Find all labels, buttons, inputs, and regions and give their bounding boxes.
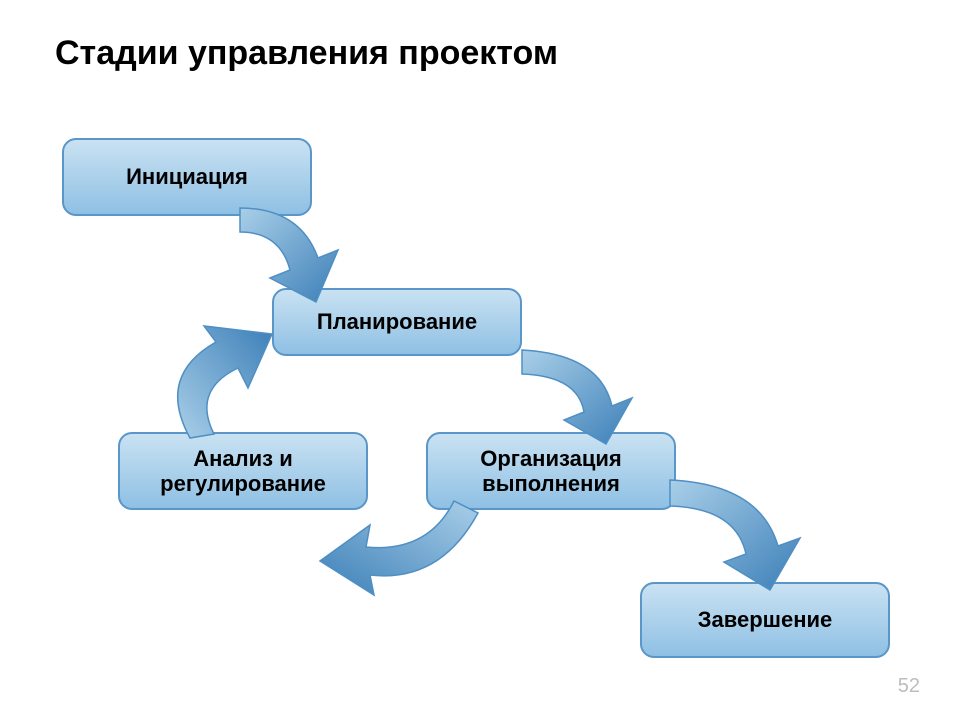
arrow-organization-to-completion — [660, 470, 830, 600]
node-label: Планирование — [317, 309, 477, 334]
arrow-planning-to-organization — [510, 340, 660, 450]
arrow-analysis-to-planning — [148, 316, 298, 446]
slide: Стадии управления проектом Инициация Пла… — [0, 0, 960, 720]
node-label: Анализ ирегулирование — [160, 446, 326, 497]
node-label: Завершение — [698, 607, 833, 632]
node-label: Организациявыполнения — [480, 446, 622, 497]
page-number: 52 — [898, 675, 920, 698]
slide-title: Стадии управления проектом — [55, 34, 558, 73]
arrow-organization-to-analysis — [310, 495, 490, 605]
arrow-initiation-to-planning — [230, 200, 370, 310]
node-label: Инициация — [126, 164, 248, 189]
